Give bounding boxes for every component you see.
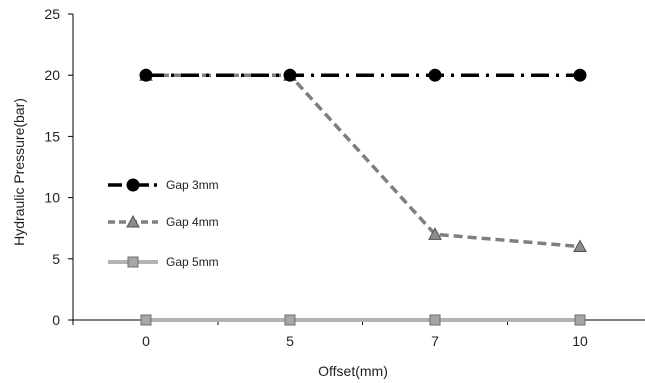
legend-item: Gap 3mm (108, 178, 219, 192)
legend-label: Gap 5mm (166, 255, 219, 269)
x-axis-title: Offset(mm) (318, 363, 388, 379)
data-point (284, 314, 296, 326)
legend: Gap 3mm Gap 4mm Gap 5mm (108, 178, 219, 269)
y-tick-label: 5 (52, 251, 60, 267)
y-tick-label: 15 (44, 128, 60, 144)
data-point (573, 239, 587, 253)
data-point (140, 314, 152, 326)
y-axis-title: Hydraulic Pressure(bar) (11, 98, 27, 246)
legend-label: Gap 3mm (166, 178, 219, 192)
x-ticks: 0 5 7 10 (72, 320, 588, 349)
y-tick-label: 20 (44, 67, 60, 83)
y-ticks: 0 5 10 15 20 25 (44, 6, 73, 328)
data-point (428, 227, 442, 240)
data-point (283, 68, 297, 82)
y-tick-label: 10 (44, 190, 60, 206)
data-point (429, 314, 441, 326)
legend-marker (127, 256, 139, 268)
legend-item: Gap 5mm (108, 255, 219, 269)
series-gap-3mm (139, 68, 587, 82)
y-tick-label: 0 (52, 312, 60, 328)
data-point (574, 314, 586, 326)
data-point (573, 68, 587, 82)
series-layer (139, 68, 587, 326)
series-gap-5mm (140, 314, 586, 326)
y-tick-label: 25 (44, 6, 60, 22)
legend-marker (126, 178, 140, 192)
x-tick-label: 5 (286, 333, 294, 349)
x-tick-label: 10 (572, 333, 588, 349)
axes (72, 14, 645, 321)
x-tick-label: 0 (142, 333, 150, 349)
legend-marker (126, 214, 140, 228)
data-point (428, 68, 442, 82)
legend-item: Gap 4mm (108, 214, 219, 229)
x-tick-label: 7 (431, 333, 439, 349)
legend-label: Gap 4mm (166, 215, 219, 229)
data-point (139, 68, 153, 82)
